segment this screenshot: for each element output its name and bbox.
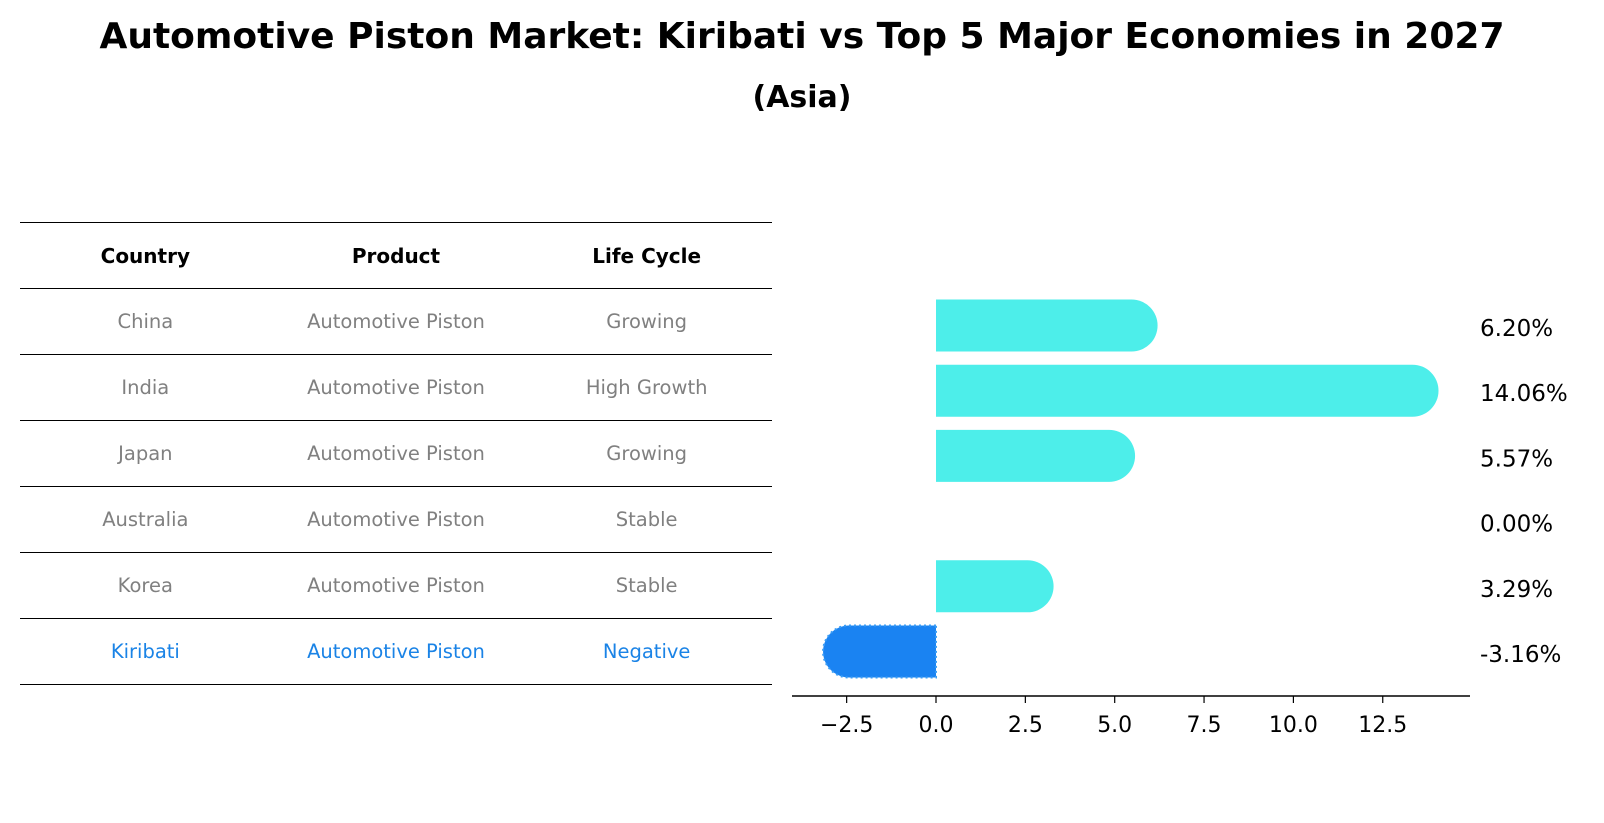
country-cell: China xyxy=(20,288,271,355)
column-header-country: Country xyxy=(20,222,271,289)
life-cycle-cell: Growing xyxy=(521,288,772,355)
product-cell: Automotive Piston xyxy=(270,486,522,553)
value-label-australia: 0.00% xyxy=(1480,512,1553,538)
x-tick-label: 2.5 xyxy=(1008,713,1043,738)
life-cycle-cell: High Growth xyxy=(521,354,772,421)
table-header-row: Country Product Life Cycle xyxy=(20,222,772,289)
value-label-kiribati: -3.16% xyxy=(1480,642,1561,668)
chart-title: Automotive Piston Market: Kiribati vs To… xyxy=(99,16,1505,57)
product-cell: Automotive Piston xyxy=(270,288,522,355)
product-cell: Automotive Piston xyxy=(270,420,522,487)
bar-kiribati xyxy=(822,624,937,679)
country-cell: Japan xyxy=(20,420,271,487)
country-cell: India xyxy=(20,354,271,421)
chart-subtitle: (Asia) xyxy=(752,80,852,115)
x-tick-label: 10.0 xyxy=(1269,713,1318,738)
x-tick-label: 0.0 xyxy=(919,713,954,738)
table-row-highlighted: Kiribati Automotive Piston Negative xyxy=(20,618,772,685)
x-tick-label: 5.0 xyxy=(1097,713,1132,738)
bar-india xyxy=(936,364,1439,417)
table-row: China Automotive Piston Growing xyxy=(20,288,772,355)
value-label-china: 6.20% xyxy=(1480,316,1553,342)
column-header-life-cycle: Life Cycle xyxy=(521,222,772,289)
table-row: India Automotive Piston High Growth xyxy=(20,354,772,421)
country-cell: Kiribati xyxy=(20,618,271,685)
bar-korea xyxy=(936,560,1054,613)
bar-china xyxy=(936,299,1158,352)
product-cell: Automotive Piston xyxy=(270,354,522,421)
product-cell: Automotive Piston xyxy=(270,552,522,619)
bar-japan xyxy=(936,429,1136,482)
table-row: Australia Automotive Piston Stable xyxy=(20,486,772,553)
table-row: Japan Automotive Piston Growing xyxy=(20,420,772,487)
table-row: Korea Automotive Piston Stable xyxy=(20,552,772,619)
value-label-korea: 3.29% xyxy=(1480,577,1553,603)
life-cycle-cell: Negative xyxy=(521,618,772,685)
life-cycle-cell: Stable xyxy=(521,552,772,619)
comparison-table: Country Product Life Cycle China Automot… xyxy=(20,222,772,685)
life-cycle-cell: Stable xyxy=(521,486,772,553)
value-label-japan: 5.57% xyxy=(1480,446,1553,472)
country-cell: Korea xyxy=(20,552,271,619)
x-tick-label: −2.5 xyxy=(820,713,873,738)
country-cell: Australia xyxy=(20,486,271,553)
life-cycle-cell: Growing xyxy=(521,420,772,487)
product-cell: Automotive Piston xyxy=(270,618,522,685)
column-header-product: Product xyxy=(270,222,522,289)
x-tick-label: 12.5 xyxy=(1358,713,1407,738)
x-tick-label: 7.5 xyxy=(1187,713,1222,738)
value-label-india: 14.06% xyxy=(1480,381,1568,407)
